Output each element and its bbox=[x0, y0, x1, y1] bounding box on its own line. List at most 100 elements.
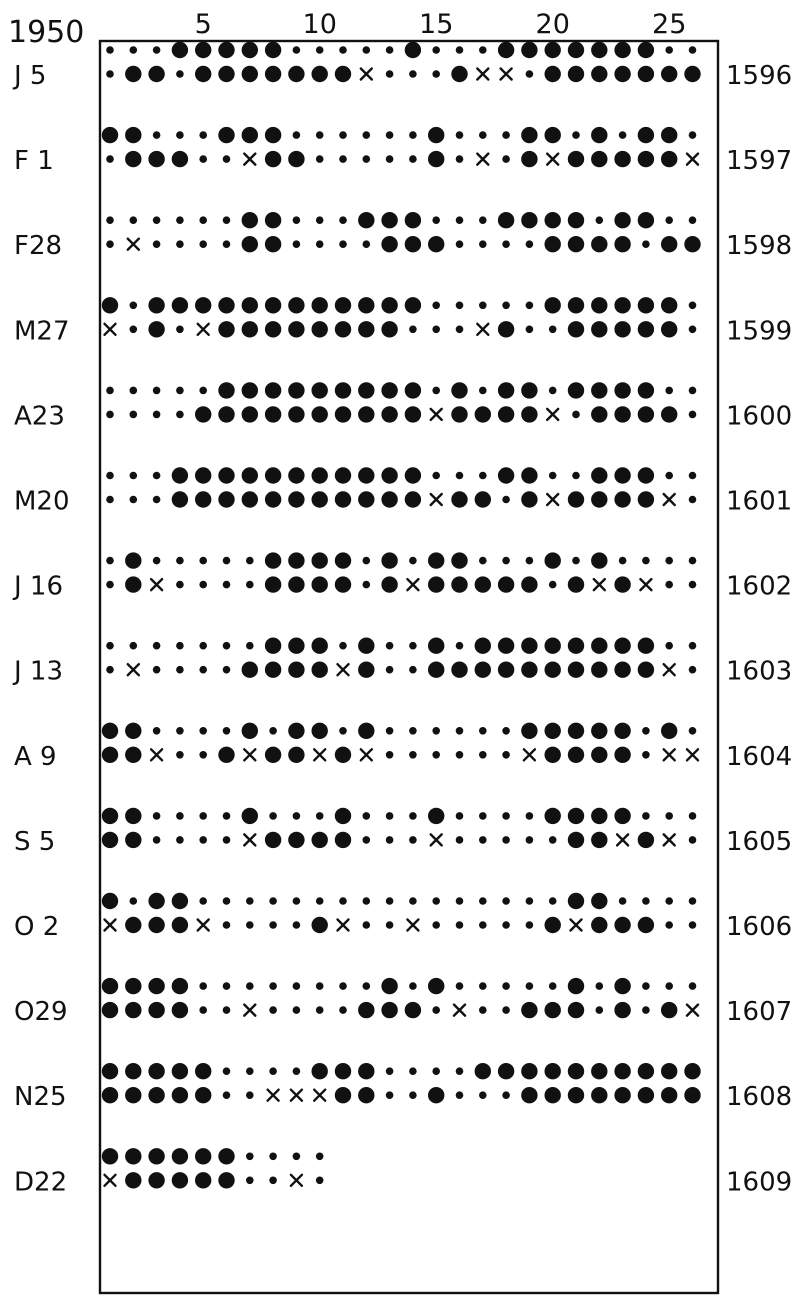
small-dot-mark bbox=[292, 131, 301, 139]
small-dot-mark bbox=[409, 665, 417, 674]
large-dot-mark bbox=[125, 977, 142, 995]
small-dot-mark bbox=[479, 240, 487, 248]
cross-mark bbox=[289, 1088, 304, 1102]
small-dot-mark bbox=[665, 641, 673, 650]
large-dot-mark bbox=[381, 212, 398, 229]
large-dot-mark bbox=[334, 576, 352, 593]
rotation-start-date: J 16 bbox=[12, 572, 63, 602]
large-dot-mark bbox=[544, 1001, 561, 1019]
small-dot-mark bbox=[688, 325, 697, 334]
large-dot-mark bbox=[661, 126, 678, 144]
cross-mark bbox=[149, 577, 164, 592]
small-dot-mark bbox=[269, 897, 277, 905]
small-dot-mark bbox=[409, 1091, 417, 1099]
rotation-group bbox=[106, 382, 697, 423]
large-dot-mark bbox=[521, 150, 538, 168]
large-dot-mark bbox=[264, 831, 282, 849]
cross-mark bbox=[103, 1173, 117, 1188]
small-dot-mark bbox=[479, 46, 487, 54]
large-dot-mark bbox=[637, 1087, 655, 1104]
large-dot-mark bbox=[101, 1087, 119, 1104]
small-dot-mark bbox=[409, 751, 417, 759]
small-dot-mark bbox=[315, 216, 324, 224]
small-dot-mark bbox=[455, 727, 464, 735]
small-dot-mark bbox=[106, 495, 114, 504]
large-dot-mark bbox=[101, 1063, 119, 1080]
small-dot-mark bbox=[176, 641, 184, 650]
large-dot-mark bbox=[125, 1063, 142, 1080]
large-dot-mark bbox=[614, 1087, 631, 1104]
large-dot-mark bbox=[288, 65, 305, 83]
small-dot-mark bbox=[665, 471, 673, 480]
small-dot-mark bbox=[315, 46, 324, 54]
small-dot-mark bbox=[642, 982, 650, 990]
large-dot-mark bbox=[497, 576, 515, 593]
small-dot-mark bbox=[129, 410, 138, 419]
small-dot-mark bbox=[502, 131, 510, 139]
small-dot-mark bbox=[479, 556, 487, 565]
small-dot-mark bbox=[176, 240, 184, 248]
large-dot-mark bbox=[637, 831, 655, 849]
rotation-start-date: M27 bbox=[14, 316, 70, 346]
large-dot-mark bbox=[567, 661, 585, 678]
rotation-number: 1604 bbox=[726, 742, 792, 772]
large-dot-mark bbox=[195, 41, 212, 59]
large-dot-mark bbox=[614, 65, 631, 83]
large-dot-mark bbox=[591, 126, 608, 144]
large-dot-mark bbox=[591, 1063, 608, 1080]
large-dot-mark bbox=[148, 1148, 165, 1165]
large-dot-mark bbox=[637, 1063, 655, 1080]
small-dot-mark bbox=[502, 921, 510, 929]
large-dot-mark bbox=[428, 637, 445, 654]
small-dot-mark bbox=[688, 580, 697, 589]
small-dot-mark bbox=[595, 216, 604, 224]
large-dot-mark bbox=[288, 831, 305, 849]
small-dot-mark bbox=[385, 70, 394, 78]
large-dot-mark bbox=[544, 65, 561, 83]
small-dot-mark bbox=[409, 727, 417, 735]
small-dot-mark bbox=[455, 301, 464, 310]
large-dot-mark bbox=[614, 977, 631, 995]
large-dot-mark bbox=[288, 321, 305, 338]
large-dot-mark bbox=[521, 722, 538, 739]
large-dot-mark bbox=[521, 41, 538, 59]
large-dot-mark bbox=[125, 126, 142, 144]
large-dot-mark bbox=[567, 1063, 585, 1080]
small-dot-mark bbox=[409, 155, 417, 163]
large-dot-mark bbox=[148, 977, 165, 995]
small-dot-mark bbox=[176, 812, 184, 820]
rotation-number: 1601 bbox=[726, 487, 792, 517]
small-dot-mark bbox=[222, 580, 231, 589]
small-dot-mark bbox=[479, 727, 487, 735]
large-dot-mark bbox=[264, 236, 282, 253]
large-dot-mark bbox=[661, 321, 678, 338]
small-dot-mark bbox=[665, 812, 673, 820]
small-dot-mark bbox=[246, 1067, 254, 1075]
small-dot-mark bbox=[665, 921, 673, 929]
small-dot-mark bbox=[362, 556, 371, 565]
large-dot-mark bbox=[544, 1087, 561, 1104]
rotation-group bbox=[101, 126, 700, 168]
small-dot-mark bbox=[129, 325, 138, 334]
small-dot-mark bbox=[339, 727, 347, 735]
large-dot-mark bbox=[521, 212, 538, 229]
rotation-number: 1599 bbox=[726, 316, 792, 346]
small-dot-mark bbox=[199, 580, 207, 589]
rotation-number: 1596 bbox=[726, 61, 792, 91]
small-dot-mark bbox=[246, 1152, 254, 1161]
large-dot-mark bbox=[311, 722, 328, 739]
rotation-group bbox=[101, 1063, 701, 1104]
large-dot-mark bbox=[567, 722, 585, 739]
large-dot-mark bbox=[474, 491, 491, 508]
large-dot-mark bbox=[381, 1001, 398, 1019]
small-dot-mark bbox=[152, 836, 161, 844]
large-dot-mark bbox=[451, 576, 468, 593]
large-dot-mark bbox=[428, 126, 445, 144]
large-dot-mark bbox=[591, 831, 608, 849]
large-dot-mark bbox=[544, 637, 561, 654]
small-dot-mark bbox=[269, 1067, 277, 1075]
large-dot-mark bbox=[311, 406, 328, 423]
small-dot-mark bbox=[479, 386, 487, 395]
large-dot-mark bbox=[241, 382, 258, 399]
small-dot-mark bbox=[525, 240, 534, 248]
